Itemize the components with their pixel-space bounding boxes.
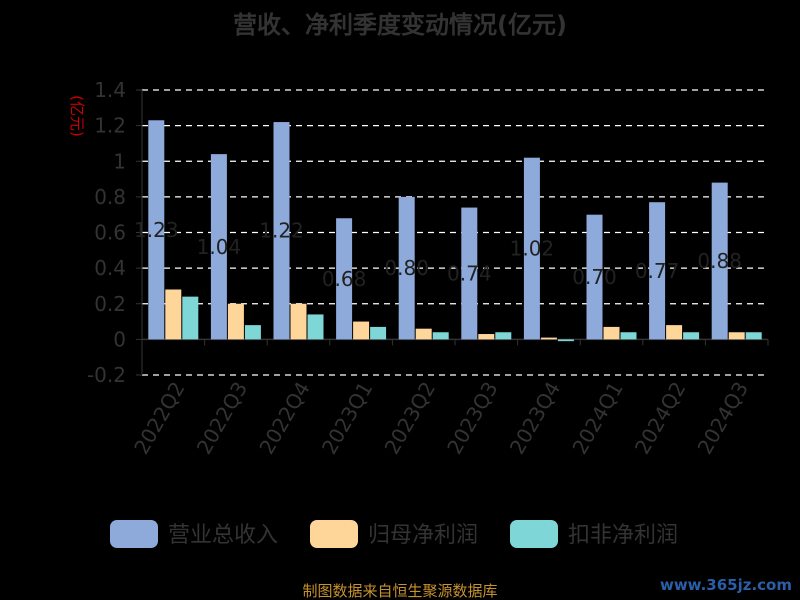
- y-tick-label: 1.2: [94, 114, 126, 138]
- bar-revenue-2023Q3: [461, 207, 478, 340]
- bar-net-profit-2023Q4: [540, 337, 557, 340]
- x-category-label: 2023Q1: [317, 378, 377, 459]
- x-category-label: 2022Q3: [192, 378, 252, 459]
- legend-label-revenue: 营业总收入: [168, 523, 278, 548]
- bar-revenue-2022Q3: [210, 154, 227, 340]
- bar-deducted-profit-2023Q4: [557, 339, 574, 342]
- legend: 营业总收入 归母净利润 扣非净利润: [110, 520, 678, 548]
- x-axis-categories: 2022Q2 2022Q3 2022Q4 2023Q1 2023Q2 2023Q3 2023…: [129, 378, 753, 459]
- y-tick-label: 0.6: [94, 221, 126, 245]
- legend-swatch-deducted-profit: [510, 520, 558, 548]
- bar-revenue-2024Q1: [586, 214, 603, 340]
- legend-swatch-net-profit: [310, 520, 358, 548]
- data-label-revenue-2022Q4: 1.22: [259, 219, 304, 243]
- bar-net-profit-2024Q1: [603, 326, 620, 340]
- watermark-text: www.365jz.com: [660, 576, 792, 594]
- x-category-label: 2023Q3: [442, 378, 502, 459]
- x-category-label: 2024Q2: [630, 378, 690, 459]
- bar-revenue-2024Q3: [711, 182, 728, 340]
- bar-deducted-profit-2024Q3: [745, 332, 762, 340]
- data-label-revenue-2023Q2: 0.80: [384, 256, 429, 280]
- x-category-label: 2024Q1: [567, 378, 627, 459]
- y-tick-label: 0.2: [94, 292, 126, 316]
- data-label-revenue-2023Q1: 0.68: [322, 267, 367, 291]
- data-source-note: 制图数据来自恒生聚源数据库: [302, 582, 497, 600]
- data-label-revenue-2022Q3: 1.04: [197, 235, 242, 259]
- grid-lines: [142, 89, 768, 376]
- bar-revenue-2022Q4: [273, 122, 290, 340]
- y-tick-label: 0.4: [94, 256, 126, 280]
- x-category-label: 2024Q3: [693, 378, 753, 459]
- y-axis-ticks: -0.2 0 0.2 0.4 0.6 0.8 1 1.2 1.4: [87, 78, 142, 387]
- bar-revenue-2023Q2: [398, 196, 415, 340]
- legend-label-net-profit: 归母净利润: [368, 523, 478, 548]
- bar-deducted-profit-2022Q4: [307, 314, 324, 340]
- bar-net-profit-2022Q4: [290, 303, 307, 340]
- legend-label-deducted-profit: 扣非净利润: [568, 523, 678, 548]
- x-category-label: 2023Q2: [380, 378, 440, 459]
- chart-title: 营收、净利季度变动情况(亿元): [233, 11, 567, 39]
- data-label-revenue-2023Q3: 0.74: [447, 261, 492, 285]
- bar-revenue-2023Q1: [336, 218, 353, 340]
- data-label-revenue-2024Q2: 0.77: [635, 259, 680, 283]
- bar-net-profit-2023Q3: [478, 334, 495, 340]
- x-category-label: 2022Q4: [254, 378, 314, 459]
- bars: [148, 120, 762, 342]
- y-tick-label: 1.4: [94, 78, 126, 102]
- bar-deducted-profit-2023Q2: [432, 332, 449, 340]
- data-labels: 1.23 1.04 1.22 0.68 0.80 0.74 1.02 0.70 0.77 0.88: [134, 218, 742, 291]
- bar-net-profit-2024Q3: [728, 332, 745, 340]
- y-tick-label: 0: [113, 327, 126, 351]
- data-label-revenue-2023Q4: 1.02: [510, 237, 555, 261]
- bar-deducted-profit-2022Q2: [182, 296, 199, 340]
- y-tick-label: -0.2: [87, 363, 126, 387]
- data-label-revenue-2024Q1: 0.70: [572, 265, 617, 289]
- bar-net-profit-2022Q2: [165, 289, 182, 340]
- data-label-revenue-2024Q3: 0.88: [697, 249, 742, 273]
- bar-revenue-2022Q2: [148, 120, 165, 340]
- y-axis-unit-label: (亿元): [68, 95, 86, 137]
- bar-deducted-profit-2024Q1: [620, 332, 637, 340]
- x-category-label: 2022Q2: [129, 378, 189, 459]
- bar-deducted-profit-2022Q3: [244, 325, 261, 340]
- bar-deducted-profit-2024Q2: [683, 332, 700, 340]
- bar-deducted-profit-2023Q1: [370, 326, 387, 340]
- y-tick-label: 1: [113, 149, 126, 173]
- bar-net-profit-2022Q3: [227, 303, 244, 340]
- bar-revenue-2023Q4: [523, 157, 540, 340]
- data-label-revenue-2022Q2: 1.23: [134, 218, 179, 242]
- legend-swatch-revenue: [110, 520, 158, 548]
- bar-net-profit-2023Q1: [353, 321, 370, 340]
- bar-deducted-profit-2023Q3: [495, 332, 512, 340]
- bar-revenue-2024Q2: [649, 202, 666, 340]
- y-tick-label: 0.8: [94, 185, 126, 209]
- x-category-label: 2023Q4: [505, 378, 565, 459]
- bar-net-profit-2023Q2: [415, 328, 432, 340]
- bar-net-profit-2024Q2: [666, 325, 683, 340]
